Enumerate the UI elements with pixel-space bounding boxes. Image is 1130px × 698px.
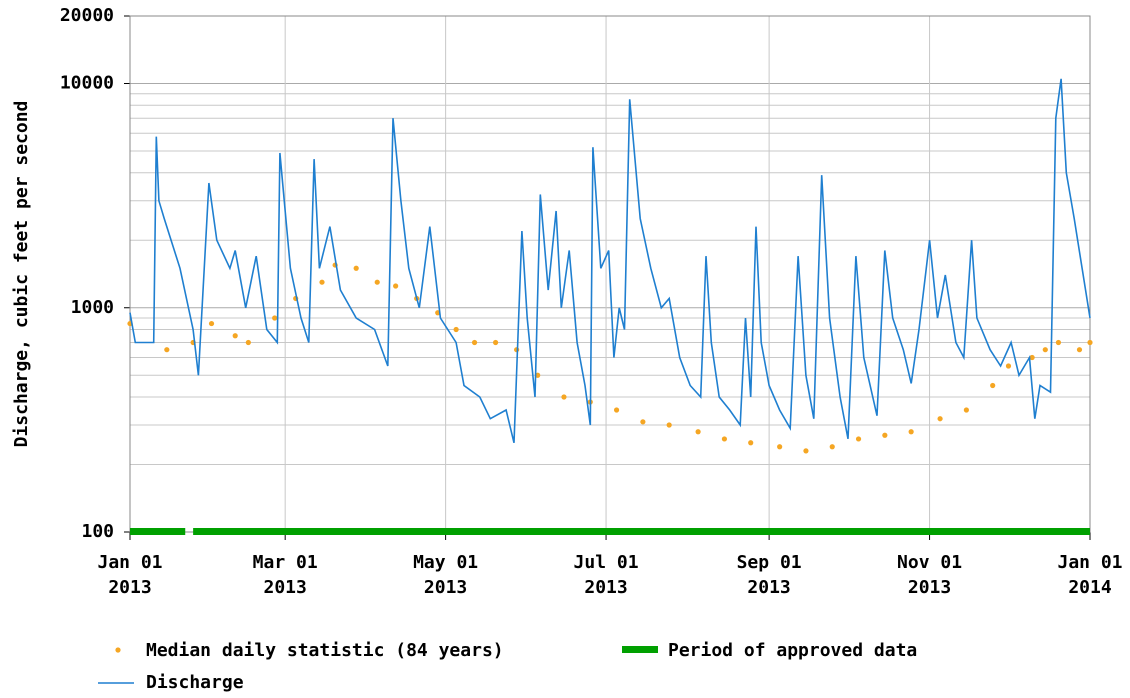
median-point xyxy=(353,265,359,271)
median-point xyxy=(613,407,620,413)
median-point xyxy=(453,326,459,333)
median-point xyxy=(937,416,943,422)
legend-swatch xyxy=(115,647,121,653)
y-tick-label: 1000 xyxy=(71,297,114,318)
x-tick-label: Mar 01 2013 xyxy=(252,552,318,598)
median-point xyxy=(666,422,672,428)
median-point xyxy=(1042,347,1048,353)
median-point xyxy=(963,407,969,413)
median-point xyxy=(164,347,170,353)
median-point xyxy=(393,283,399,289)
legend-label: Median daily statistic (84 years) xyxy=(146,640,504,661)
median-point xyxy=(1076,347,1083,353)
x-tick-label: Jan 01 2014 xyxy=(1057,552,1123,598)
y-axis-label: Discharge, cubic feet per second xyxy=(11,101,32,448)
median-point xyxy=(208,320,215,327)
median-point xyxy=(882,432,888,438)
median-point xyxy=(777,444,783,450)
x-tick-label: Nov 01 2013 xyxy=(897,552,963,598)
median-point xyxy=(640,419,646,425)
median-point xyxy=(1029,354,1035,361)
median-point xyxy=(721,436,728,442)
median-point xyxy=(990,382,996,389)
approved-period xyxy=(193,528,1090,535)
median-point xyxy=(471,339,478,346)
y-tick-label: 10000 xyxy=(60,73,114,94)
median-point xyxy=(232,333,238,339)
median-point xyxy=(272,315,278,321)
median-point xyxy=(561,394,567,400)
median-point xyxy=(1087,339,1093,346)
approved-period xyxy=(130,528,186,535)
legend-swatch xyxy=(622,646,658,653)
median-point xyxy=(1005,363,1012,369)
median-point xyxy=(829,444,835,450)
discharge-line xyxy=(129,78,1091,443)
y-tick-label: 20000 xyxy=(60,5,114,26)
y-tick-label: 100 xyxy=(81,521,114,542)
x-tick-label: Jan 01 2013 xyxy=(97,552,163,598)
legend-label: Discharge xyxy=(146,672,244,693)
median-point xyxy=(1055,339,1062,346)
median-point xyxy=(908,429,914,435)
x-tick-label: Jul 01 2013 xyxy=(573,552,639,598)
median-point xyxy=(319,279,325,285)
median-point xyxy=(492,339,499,346)
median-point xyxy=(695,429,701,435)
median-point xyxy=(803,448,809,454)
median-point xyxy=(855,436,862,442)
x-tick-label: Sep 01 2013 xyxy=(736,552,802,598)
median-point xyxy=(374,279,380,285)
median-point xyxy=(245,339,251,346)
legend-label: Period of approved data xyxy=(668,640,917,661)
x-tick-label: May 01 2013 xyxy=(413,552,479,598)
median-point xyxy=(748,440,754,446)
